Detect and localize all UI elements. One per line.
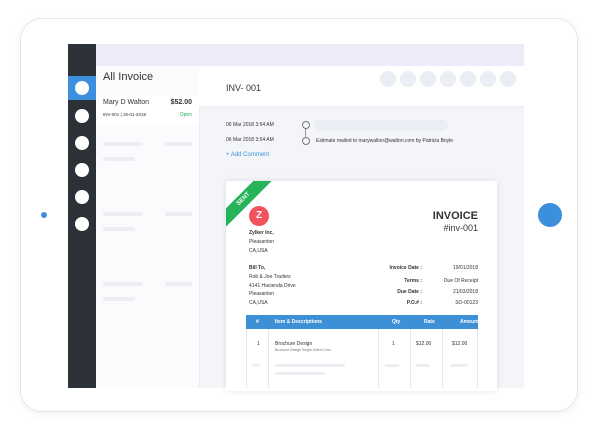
action-icon[interactable] (400, 71, 416, 87)
column-divider (410, 329, 411, 388)
customer-name: Mary D Walton (103, 99, 150, 106)
column-divider (442, 329, 443, 388)
action-icon[interactable] (460, 71, 476, 87)
item-description: Brochure Design Single Sided Color (275, 348, 332, 352)
activity-time: 06 Mar 2018 3:54 AM (226, 137, 274, 143)
column-divider (378, 329, 379, 388)
placeholder (275, 364, 345, 367)
placeholder (103, 212, 143, 216)
amount: $52.00 (170, 99, 192, 106)
detail-label: Due Date : (397, 289, 422, 295)
placeholder (165, 142, 192, 146)
invoice-title: INVOICE (432, 210, 478, 222)
column-divider (268, 329, 269, 388)
column-header: Qty (392, 319, 401, 325)
from-line: Zylker Inc, (249, 230, 274, 236)
item-name: Brochure Design (275, 341, 313, 347)
list-title: All Invoice (103, 71, 154, 83)
home-button[interactable] (538, 203, 562, 227)
placeholder (165, 282, 192, 286)
from-line: CA,USA (249, 248, 268, 254)
add-comment[interactable]: + Add Comment (226, 152, 270, 158)
invoice-paper: SENT (226, 181, 497, 391)
action-icon[interactable] (440, 71, 456, 87)
placeholder (103, 297, 135, 301)
column-header: Amount (460, 319, 479, 325)
sidebar (68, 44, 96, 388)
bill-to: Rob & Joe Traders (249, 274, 291, 280)
from-line: Pleasanton (249, 239, 275, 245)
bill-to: Pleasanton (249, 291, 275, 297)
action-icon[interactable] (480, 71, 496, 87)
placeholder (165, 212, 192, 216)
placeholder (103, 157, 135, 161)
logo: Z (249, 206, 269, 226)
placeholder (416, 364, 430, 367)
top-band (68, 44, 524, 66)
column-header: # (256, 319, 259, 325)
activity-time: 06 Mar 2018 3:54 AM (226, 122, 274, 128)
placeholder (275, 372, 325, 375)
amount: $12.00 (452, 341, 468, 347)
nav-icon[interactable] (75, 190, 89, 204)
timeline-node (302, 137, 310, 145)
placeholder (103, 282, 143, 286)
action-icon[interactable] (420, 71, 436, 87)
table-header (246, 315, 478, 329)
nav-icon[interactable] (75, 136, 89, 150)
qty: 1 (392, 341, 395, 347)
list-item[interactable] (96, 96, 199, 124)
invoice-meta: INV-001 | 19-01-2018 (103, 112, 146, 117)
invoice-number: #inv-001 (443, 223, 478, 233)
nav-icon[interactable] (75, 81, 89, 95)
bill-to: Bill To, (249, 265, 266, 271)
status: Open (179, 112, 192, 118)
left-dot (41, 212, 47, 218)
invoice-header: INV- 001 (226, 83, 262, 93)
detail-label: P.O.# : (406, 300, 422, 306)
timeline-node (302, 121, 310, 129)
column-header: Item & Descriptions (275, 319, 322, 325)
placeholder (450, 364, 468, 367)
nav-icon[interactable] (75, 163, 89, 177)
bill-to: 4141 Hacienda Drive (249, 283, 296, 289)
table-border (246, 329, 247, 388)
placeholder (385, 364, 399, 367)
detail-label: Invoice Date : (389, 265, 422, 271)
rate: $12.00 (416, 341, 432, 347)
action-icon[interactable] (380, 71, 396, 87)
comment-placeholder (314, 120, 448, 131)
detail-value: Due Of Receipt (443, 278, 478, 284)
detail-label: Terms : (404, 278, 422, 284)
action-icon[interactable] (500, 71, 516, 87)
detail-value: 21/03/2018 (452, 289, 478, 295)
bill-to: CA,USA (249, 300, 268, 306)
timeline-line (305, 129, 306, 137)
placeholder (103, 227, 135, 231)
nav-icon[interactable] (75, 109, 89, 123)
row-index: 1 (257, 341, 260, 347)
table-border (477, 329, 478, 388)
nav-icon[interactable] (75, 217, 89, 231)
detail-value: SO-00123 (455, 300, 478, 306)
activity-text: Estimate mailed to marywalton@walton.com… (316, 138, 454, 144)
column-header: Rate (424, 319, 435, 325)
detail-value: 19/01/2018 (452, 265, 478, 271)
ribbon: SENT (226, 181, 277, 233)
placeholder (252, 364, 260, 367)
placeholder (103, 142, 143, 146)
